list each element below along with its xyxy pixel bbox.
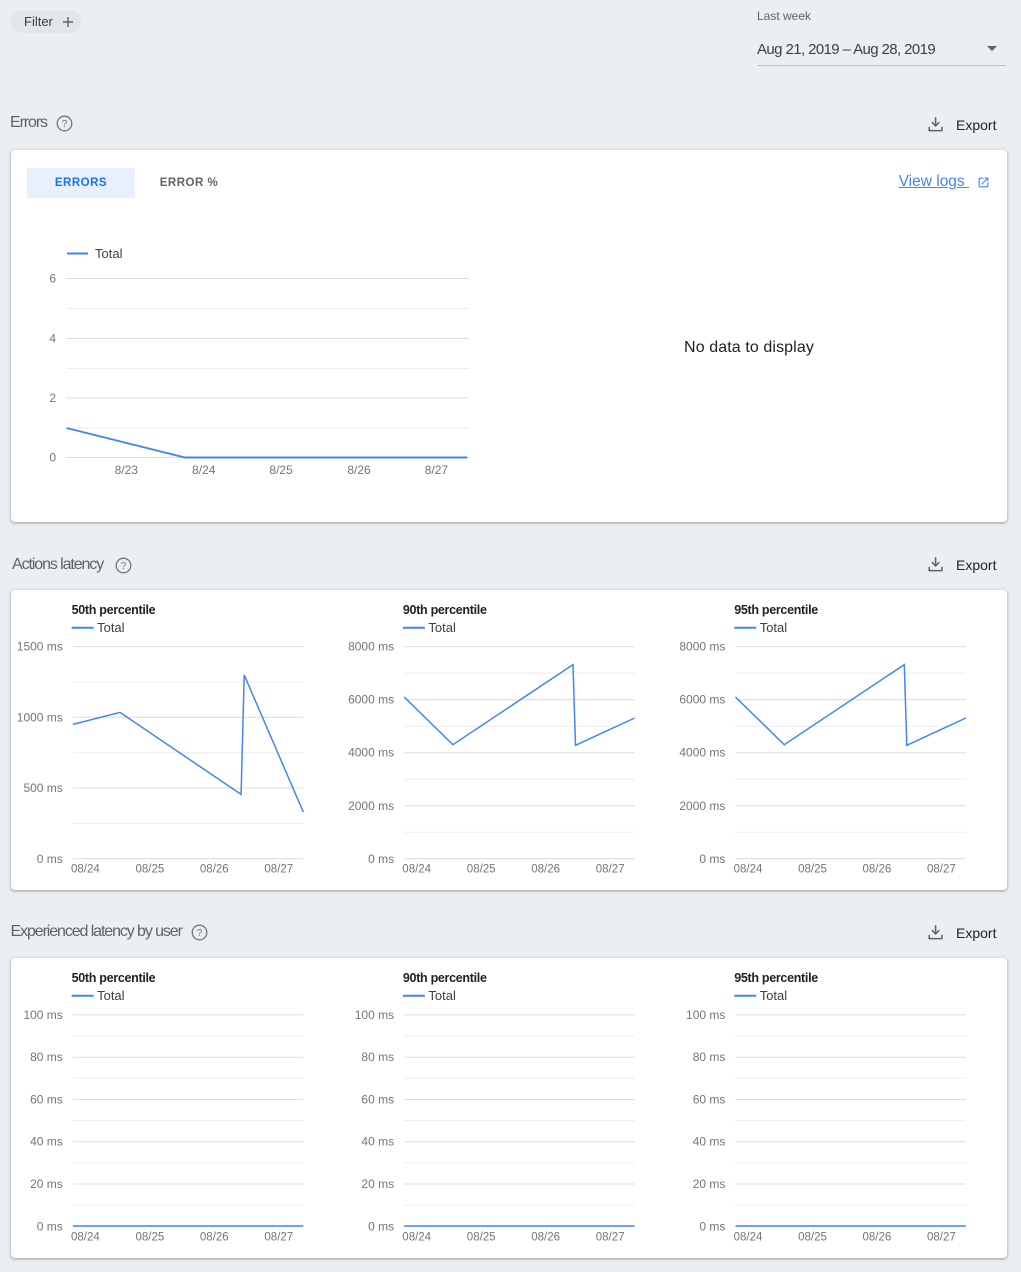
svg-text:08/26: 08/26	[863, 1232, 892, 1244]
svg-text:95th percentile: 95th percentile	[734, 603, 818, 617]
svg-text:60 ms: 60 ms	[361, 1093, 394, 1107]
svg-text:08/26: 08/26	[200, 1232, 229, 1244]
svg-text:Total: Total	[760, 988, 788, 1003]
svg-text:08/27: 08/27	[264, 864, 293, 876]
svg-text:50th percentile: 50th percentile	[72, 603, 156, 617]
svg-text:95th percentile: 95th percentile	[734, 971, 818, 985]
svg-text:08/25: 08/25	[136, 864, 165, 876]
svg-text:90th percentile: 90th percentile	[403, 971, 487, 985]
svg-text:Total: Total	[428, 620, 456, 635]
svg-text:08/25: 08/25	[467, 1232, 496, 1244]
svg-text:100 ms: 100 ms	[686, 1008, 725, 1022]
svg-text:100 ms: 100 ms	[23, 1008, 62, 1022]
svg-text:8/24: 8/24	[192, 463, 216, 477]
svg-text:08/26: 08/26	[863, 864, 892, 876]
svg-text:60 ms: 60 ms	[30, 1093, 63, 1107]
svg-text:1500 ms: 1500 ms	[17, 640, 63, 654]
svg-text:Total: Total	[760, 620, 788, 635]
svg-text:08/27: 08/27	[596, 1232, 625, 1244]
svg-text:6000 ms: 6000 ms	[348, 693, 394, 707]
svg-text:6000 ms: 6000 ms	[679, 693, 725, 707]
svg-text:08/24: 08/24	[734, 1232, 763, 1244]
svg-text:08/25: 08/25	[136, 1232, 165, 1244]
svg-text:08/25: 08/25	[798, 864, 827, 876]
svg-text:08/24: 08/24	[734, 864, 763, 876]
svg-text:50th percentile: 50th percentile	[72, 971, 156, 985]
svg-text:?: ?	[197, 928, 203, 939]
svg-text:4000 ms: 4000 ms	[348, 746, 394, 760]
svg-text:08/24: 08/24	[71, 864, 100, 876]
svg-text:80 ms: 80 ms	[30, 1050, 63, 1064]
svg-text:?: ?	[121, 561, 127, 572]
svg-text:8000 ms: 8000 ms	[348, 640, 394, 654]
svg-text:8/26: 8/26	[347, 463, 371, 477]
svg-text:Total: Total	[97, 620, 125, 635]
svg-text:0 ms: 0 ms	[368, 1219, 394, 1233]
svg-text:0 ms: 0 ms	[368, 852, 394, 866]
svg-text:2000 ms: 2000 ms	[348, 799, 394, 813]
svg-text:4000 ms: 4000 ms	[679, 746, 725, 760]
svg-text:1000 ms: 1000 ms	[17, 710, 63, 724]
svg-text:08/25: 08/25	[467, 864, 496, 876]
svg-text:0 ms: 0 ms	[37, 852, 63, 866]
svg-text:6: 6	[49, 272, 56, 286]
svg-text:40 ms: 40 ms	[30, 1135, 63, 1149]
svg-text:Total: Total	[95, 246, 123, 261]
svg-text:90th percentile: 90th percentile	[403, 603, 487, 617]
svg-text:20 ms: 20 ms	[693, 1177, 726, 1191]
svg-text:08/24: 08/24	[71, 1232, 100, 1244]
svg-text:0: 0	[49, 451, 56, 465]
svg-text:40 ms: 40 ms	[361, 1135, 394, 1149]
svg-text:80 ms: 80 ms	[693, 1050, 726, 1064]
svg-text:Total: Total	[97, 988, 125, 1003]
svg-text:08/24: 08/24	[402, 1232, 431, 1244]
svg-text:08/27: 08/27	[596, 864, 625, 876]
svg-text:0 ms: 0 ms	[37, 1219, 63, 1233]
svg-text:08/26: 08/26	[531, 1232, 560, 1244]
svg-text:08/24: 08/24	[402, 864, 431, 876]
svg-text:2000 ms: 2000 ms	[679, 799, 725, 813]
svg-text:80 ms: 80 ms	[361, 1050, 394, 1064]
svg-text:8/25: 8/25	[269, 463, 293, 477]
svg-text:Total: Total	[428, 988, 456, 1003]
svg-text:20 ms: 20 ms	[30, 1177, 63, 1191]
svg-text:0 ms: 0 ms	[699, 1219, 725, 1233]
svg-text:?: ?	[62, 119, 68, 130]
svg-text:08/26: 08/26	[531, 864, 560, 876]
svg-text:8/23: 8/23	[115, 463, 139, 477]
svg-text:08/27: 08/27	[927, 1232, 956, 1244]
svg-text:8000 ms: 8000 ms	[679, 640, 725, 654]
svg-text:08/26: 08/26	[200, 864, 229, 876]
svg-text:4: 4	[49, 332, 56, 346]
svg-text:2: 2	[49, 391, 56, 405]
svg-text:08/27: 08/27	[927, 864, 956, 876]
svg-text:0 ms: 0 ms	[699, 852, 725, 866]
svg-text:8/27: 8/27	[425, 463, 449, 477]
svg-text:20 ms: 20 ms	[361, 1177, 394, 1191]
svg-text:08/27: 08/27	[264, 1232, 293, 1244]
svg-text:100 ms: 100 ms	[355, 1008, 394, 1022]
svg-text:60 ms: 60 ms	[693, 1093, 726, 1107]
svg-text:40 ms: 40 ms	[693, 1135, 726, 1149]
svg-text:08/25: 08/25	[798, 1232, 827, 1244]
svg-text:500 ms: 500 ms	[23, 781, 62, 795]
